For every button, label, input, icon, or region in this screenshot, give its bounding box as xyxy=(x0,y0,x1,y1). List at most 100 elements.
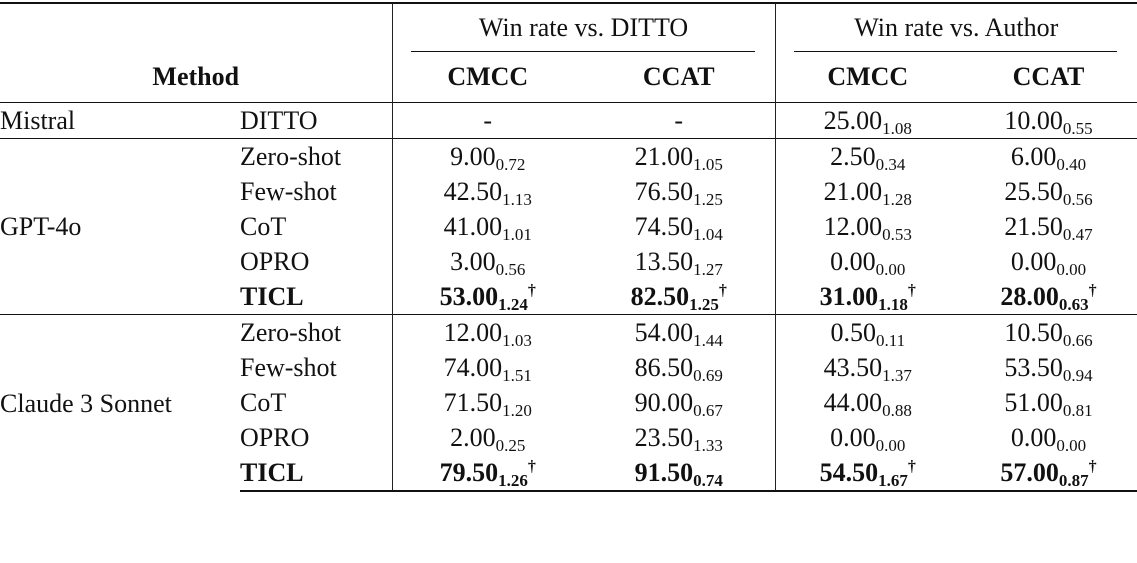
table-row: Few-shot 42.501.13 76.501.25 21.001.28 25.50… xyxy=(0,174,1137,209)
score-std: 1.24 xyxy=(498,295,528,314)
score-std: 0.69 xyxy=(693,366,723,385)
score-value: 54.50 xyxy=(819,458,879,487)
score-cell: 10.000.55 xyxy=(960,102,1137,139)
table-row: OPRO 3.000.56 13.501.27 0.000.00 0.000.00 xyxy=(0,244,1137,279)
score-value: 43.50 xyxy=(823,353,883,382)
score-std: 0.87 xyxy=(1058,471,1089,490)
score-std: 1.01 xyxy=(502,225,532,244)
score-std: 1.05 xyxy=(693,155,723,174)
score-value: 57.00 xyxy=(1000,458,1059,487)
method-name: OPRO xyxy=(240,247,310,276)
score-value: 25.50 xyxy=(1004,177,1063,206)
score-std: 0.00 xyxy=(1056,260,1087,279)
score-cell: 0.000.00 xyxy=(774,244,961,279)
significance-dagger: † xyxy=(527,282,536,299)
score-value: 21.00 xyxy=(823,177,883,206)
table-row: GPT-4o Zero-shot 9.000.72 21.001.05 2.500.34… xyxy=(0,138,1137,315)
table-row: TICL 53.001.24† 82.501.25† 31.001.18† 28.000… xyxy=(0,279,1137,315)
score-std: 0.88 xyxy=(882,401,912,420)
score-std: 0.72 xyxy=(495,155,526,174)
score-std: 0.81 xyxy=(1062,401,1093,420)
score-value: 0.00 xyxy=(830,247,876,276)
score-value: 44.00 xyxy=(823,388,883,417)
score-cell: 25.001.08 xyxy=(774,102,961,139)
score-std: 0.00 xyxy=(875,260,906,279)
score-value: 31.00 xyxy=(819,282,879,311)
score-std: 1.03 xyxy=(502,331,532,350)
score-value: 28.00 xyxy=(1000,282,1059,311)
table-row: OPRO 2.000.25 23.501.33 0.000.00 0.000.00 xyxy=(0,420,1137,455)
group-header-ditto-label: Win rate vs. DITTO xyxy=(478,13,689,42)
score-std: 0.34 xyxy=(875,155,906,174)
table-row: Few-shot 74.001.51 86.500.69 43.501.37 53.50… xyxy=(0,350,1137,385)
group-header-author: Win rate vs. Author xyxy=(774,2,1137,52)
column-header-cmcc: CMCC xyxy=(774,52,961,103)
score-std: 1.51 xyxy=(502,366,532,385)
score-cell: 86.500.69 xyxy=(583,350,775,385)
score-cell: 6.000.40 xyxy=(960,138,1137,174)
model-name: GPT-4o xyxy=(0,138,240,315)
score-std: 0.00 xyxy=(1056,436,1087,455)
score-value: 10.50 xyxy=(1004,318,1063,347)
score-value: 2.00 xyxy=(450,423,496,452)
score-std: 0.11 xyxy=(875,331,906,350)
score-value: 9.00 xyxy=(450,142,496,171)
score-value: 10.00 xyxy=(1004,106,1063,135)
score-std: 0.66 xyxy=(1062,331,1093,350)
score-value: 54.00 xyxy=(634,318,694,347)
method-name: Zero-shot xyxy=(240,138,393,174)
score-cell: 2.000.25 xyxy=(391,420,584,455)
score-value: 0.00 xyxy=(1010,247,1057,276)
score-std: 1.08 xyxy=(882,119,912,138)
score-value: 21.00 xyxy=(634,142,694,171)
score-value: 41.00 xyxy=(443,212,503,241)
significance-dagger: † xyxy=(527,458,536,475)
score-cell: 76.501.25 xyxy=(583,174,775,209)
score-cell: 21.500.47 xyxy=(960,209,1137,244)
score-cell: 53.500.94 xyxy=(960,350,1137,385)
score-cell: 0.500.11 xyxy=(774,314,961,350)
score-std: 1.27 xyxy=(693,260,723,279)
score-cell: 42.501.13 xyxy=(391,174,584,209)
score-value: 0.00 xyxy=(1010,423,1057,452)
model-name: Claude 3 Sonnet xyxy=(0,314,240,491)
score-cell: 3.000.56 xyxy=(391,244,584,279)
score-value: 12.00 xyxy=(443,318,503,347)
score-cell: 9.000.72 xyxy=(391,138,584,174)
score-cell: 57.000.87† xyxy=(960,455,1137,492)
score-cell: 91.500.74 xyxy=(583,455,776,492)
score-std: 0.56 xyxy=(495,260,526,279)
score-std: 1.44 xyxy=(693,331,723,350)
score-std: 1.13 xyxy=(502,190,532,209)
score-cell: 31.001.18† xyxy=(774,279,961,315)
score-value: 12.00 xyxy=(823,212,883,241)
score-std: 0.67 xyxy=(693,401,723,420)
score-value: 86.50 xyxy=(634,353,694,382)
score-value: 53.00 xyxy=(439,282,499,311)
significance-dagger: † xyxy=(1088,282,1097,299)
score-std: 0.25 xyxy=(495,436,526,455)
score-cell: 0.000.00 xyxy=(960,420,1137,455)
score-std: 0.56 xyxy=(1062,190,1093,209)
group-header-author-label: Win rate vs. Author xyxy=(854,13,1059,42)
method-name: Zero-shot xyxy=(240,314,393,350)
score-std: 1.67 xyxy=(878,471,908,490)
score-value: 42.50 xyxy=(443,177,503,206)
column-header-ccat: CCAT xyxy=(642,62,715,91)
significance-dagger: † xyxy=(1088,458,1097,475)
table-row: CoT 71.501.20 90.000.67 44.000.88 51.000.81 xyxy=(0,385,1137,420)
table-body: Mistral DITTO - -25.001.08 10.000.55 GPT-4o Ze… xyxy=(0,102,1137,492)
model-name: Mistral xyxy=(0,102,240,139)
table-row: TICL 79.501.26† 91.500.74 54.501.67† 57.000.… xyxy=(0,455,1137,492)
score-cell: 53.001.24† xyxy=(391,279,584,315)
score-cell: 12.001.03 xyxy=(391,314,584,350)
score-std: 0.53 xyxy=(882,225,912,244)
score-value: 71.50 xyxy=(443,388,503,417)
cmidrule xyxy=(410,51,755,52)
score-value: 76.50 xyxy=(634,177,694,206)
score-value: 0.50 xyxy=(830,318,876,347)
score-std: 0.00 xyxy=(875,436,906,455)
score-value: 13.50 xyxy=(634,247,694,276)
column-header-cmcc: CMCC xyxy=(391,52,584,103)
group-header-ditto: Win rate vs. DITTO xyxy=(391,2,776,52)
